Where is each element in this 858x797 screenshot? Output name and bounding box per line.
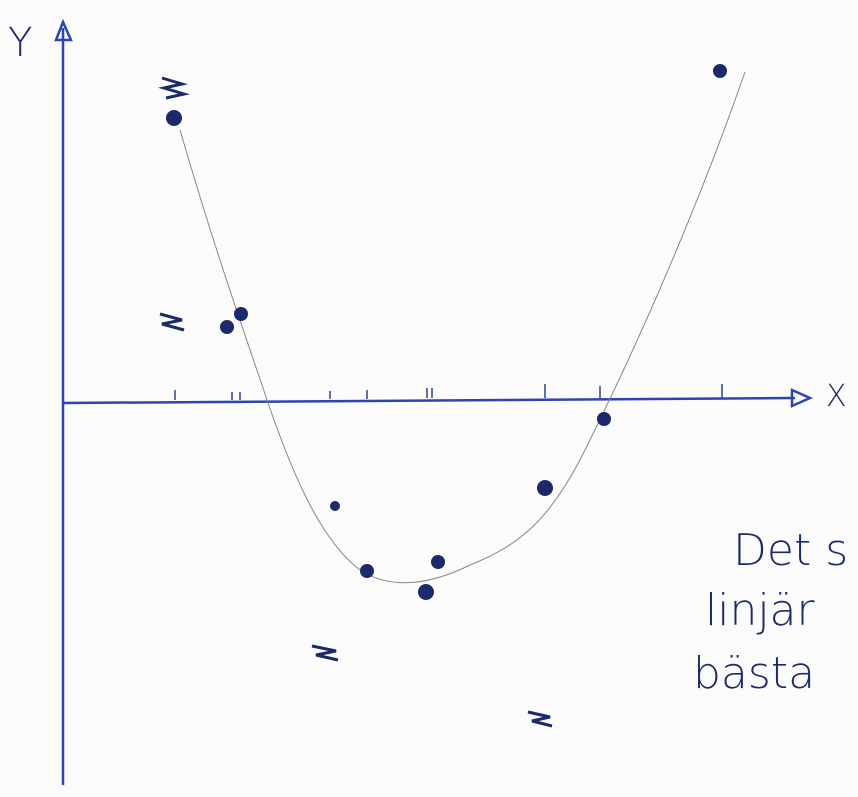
sketch: Y X Det s linjär bästa bbox=[0, 0, 858, 797]
x-label: X bbox=[826, 379, 847, 414]
note-line: Det s bbox=[733, 525, 848, 576]
y-label: Y bbox=[8, 20, 32, 66]
page: Y X Det s linjär bästa (() => { const da… bbox=[0, 0, 858, 797]
note-line: bästa bbox=[693, 648, 815, 699]
note-line: linjär bbox=[705, 585, 816, 636]
